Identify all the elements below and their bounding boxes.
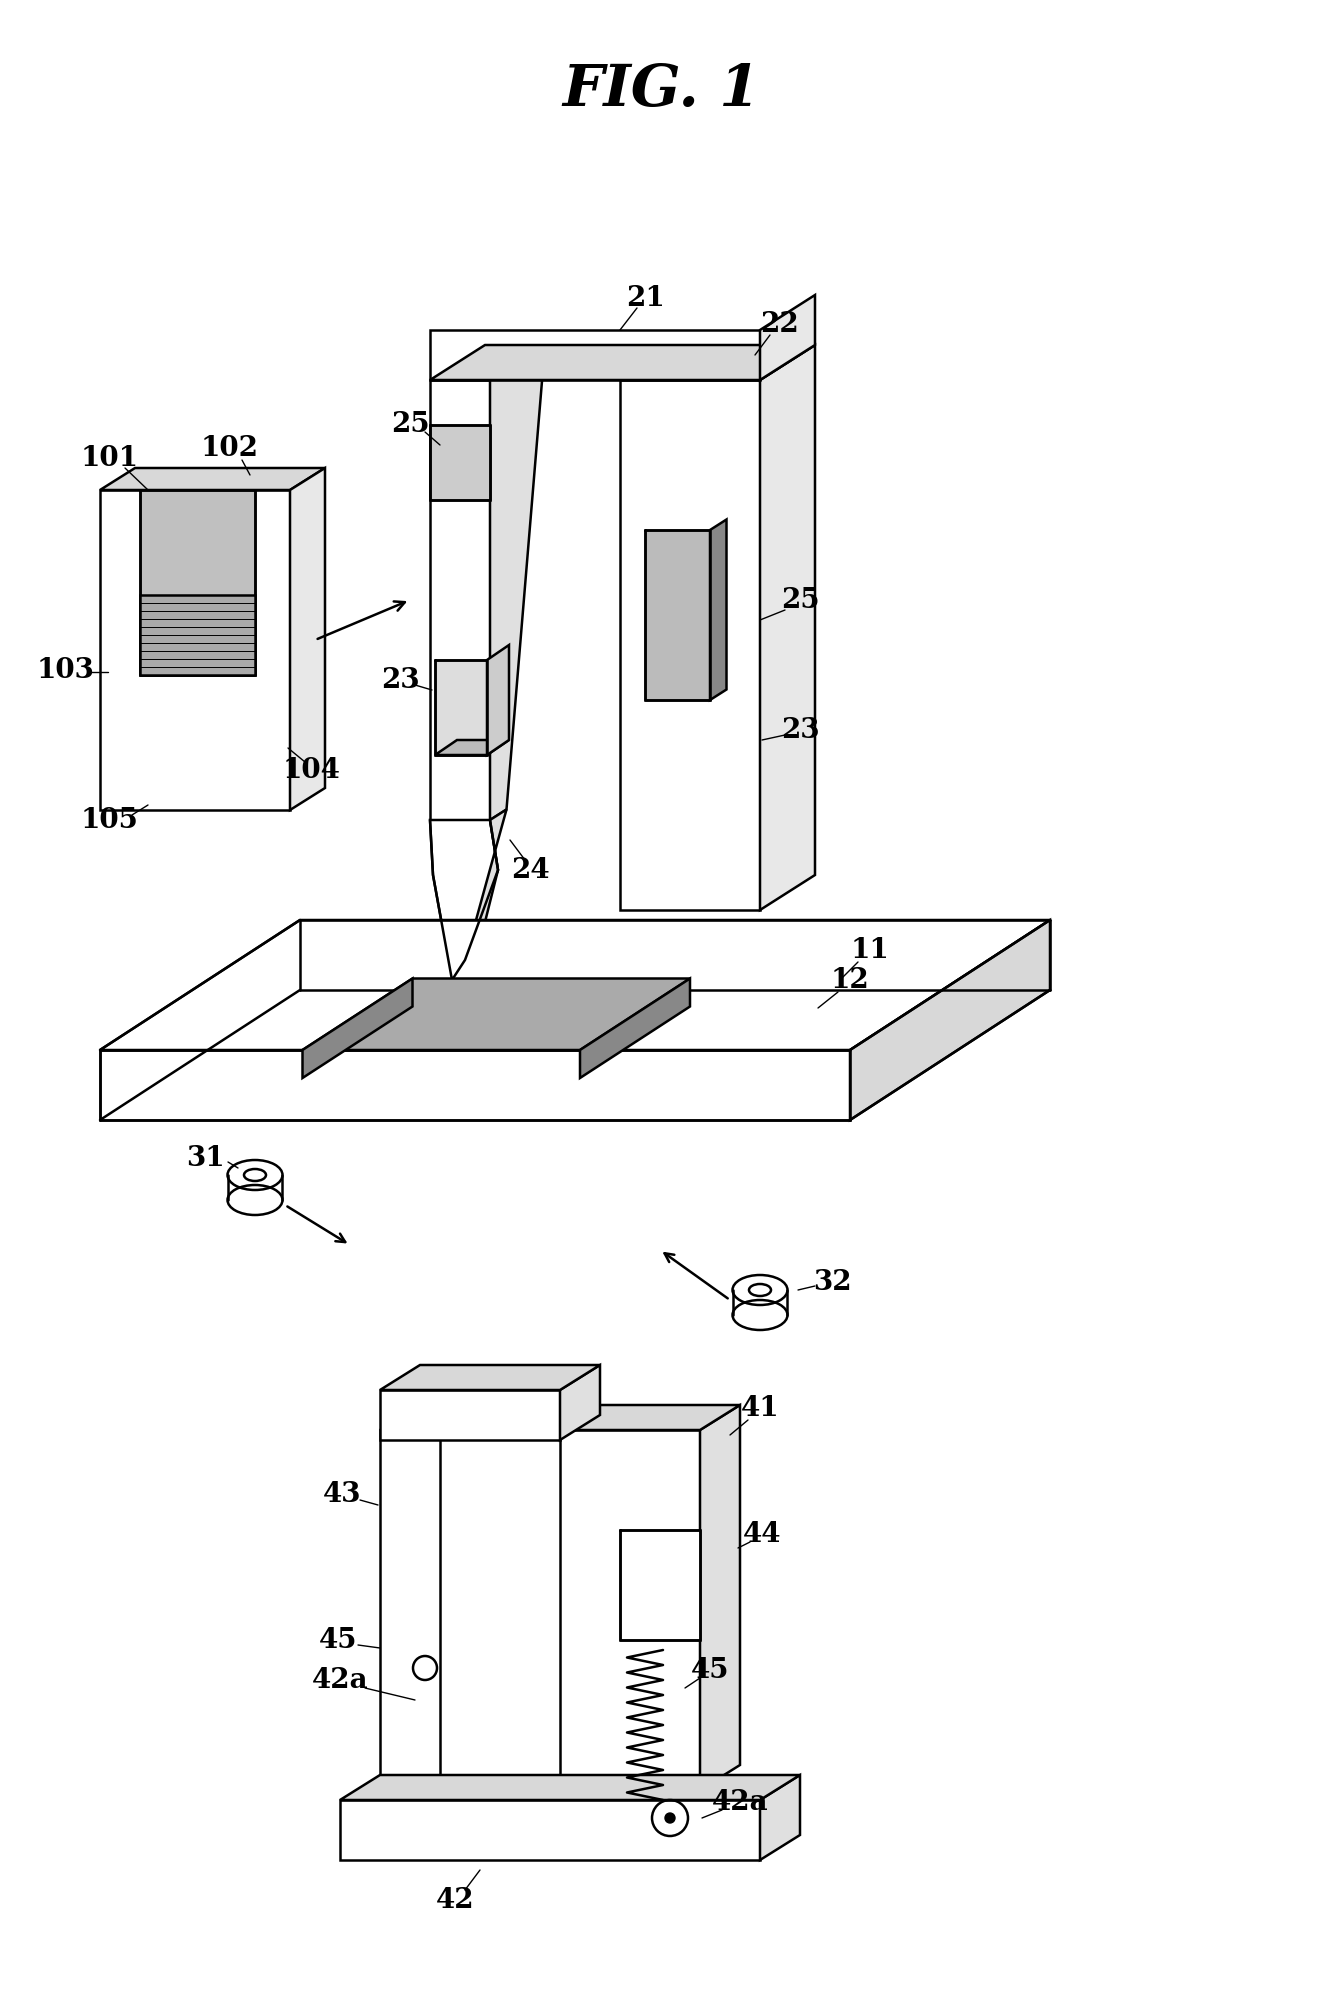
Text: 11: 11 bbox=[850, 936, 890, 964]
Text: 41: 41 bbox=[740, 1394, 779, 1422]
Polygon shape bbox=[100, 490, 290, 810]
Text: 103: 103 bbox=[36, 656, 94, 684]
Polygon shape bbox=[430, 344, 814, 380]
Polygon shape bbox=[465, 810, 506, 960]
Polygon shape bbox=[430, 426, 490, 500]
Polygon shape bbox=[379, 1364, 600, 1390]
Text: 22: 22 bbox=[760, 312, 800, 338]
Polygon shape bbox=[379, 1430, 440, 1790]
Polygon shape bbox=[701, 1404, 740, 1790]
Text: 31: 31 bbox=[185, 1144, 225, 1172]
Polygon shape bbox=[303, 978, 412, 1078]
Text: 42a: 42a bbox=[711, 1788, 768, 1816]
Text: 25: 25 bbox=[781, 586, 820, 614]
Circle shape bbox=[665, 1812, 676, 1824]
Polygon shape bbox=[430, 820, 498, 980]
Polygon shape bbox=[430, 330, 760, 380]
Polygon shape bbox=[290, 468, 325, 810]
Text: 23: 23 bbox=[381, 666, 419, 694]
Text: 42: 42 bbox=[436, 1886, 475, 1914]
Polygon shape bbox=[140, 596, 255, 676]
Text: 102: 102 bbox=[201, 434, 259, 462]
Polygon shape bbox=[561, 1364, 600, 1440]
Polygon shape bbox=[303, 978, 690, 1050]
Polygon shape bbox=[100, 1050, 850, 1120]
Polygon shape bbox=[340, 1776, 800, 1800]
Polygon shape bbox=[430, 380, 490, 820]
Text: 24: 24 bbox=[510, 856, 550, 884]
Text: 43: 43 bbox=[323, 1482, 361, 1508]
Text: 101: 101 bbox=[81, 444, 139, 472]
Polygon shape bbox=[760, 344, 814, 910]
Text: 42a: 42a bbox=[312, 1666, 369, 1694]
Polygon shape bbox=[760, 1776, 800, 1860]
Text: FIG. 1: FIG. 1 bbox=[562, 62, 760, 118]
Text: 12: 12 bbox=[830, 966, 870, 994]
Polygon shape bbox=[486, 644, 509, 754]
Text: 44: 44 bbox=[743, 1522, 781, 1548]
Polygon shape bbox=[379, 1404, 480, 1430]
Polygon shape bbox=[561, 1404, 740, 1430]
Polygon shape bbox=[760, 294, 814, 380]
Polygon shape bbox=[100, 920, 1050, 1050]
Text: 45: 45 bbox=[691, 1656, 730, 1684]
Polygon shape bbox=[850, 920, 1050, 1120]
Polygon shape bbox=[379, 1390, 561, 1440]
Polygon shape bbox=[100, 468, 325, 490]
Text: 32: 32 bbox=[813, 1268, 851, 1296]
Polygon shape bbox=[645, 530, 710, 700]
Polygon shape bbox=[561, 1430, 701, 1790]
Text: 25: 25 bbox=[391, 412, 430, 438]
Polygon shape bbox=[620, 380, 760, 910]
Text: 45: 45 bbox=[319, 1626, 357, 1654]
Polygon shape bbox=[140, 490, 255, 676]
Polygon shape bbox=[435, 740, 509, 754]
Text: 105: 105 bbox=[81, 806, 139, 834]
Text: 23: 23 bbox=[781, 716, 820, 744]
Text: 104: 104 bbox=[283, 756, 341, 784]
Polygon shape bbox=[340, 1800, 760, 1860]
Polygon shape bbox=[710, 520, 727, 700]
Polygon shape bbox=[580, 978, 690, 1078]
Polygon shape bbox=[620, 1530, 701, 1640]
Polygon shape bbox=[490, 344, 545, 820]
Text: 21: 21 bbox=[625, 284, 665, 312]
Polygon shape bbox=[435, 660, 486, 754]
